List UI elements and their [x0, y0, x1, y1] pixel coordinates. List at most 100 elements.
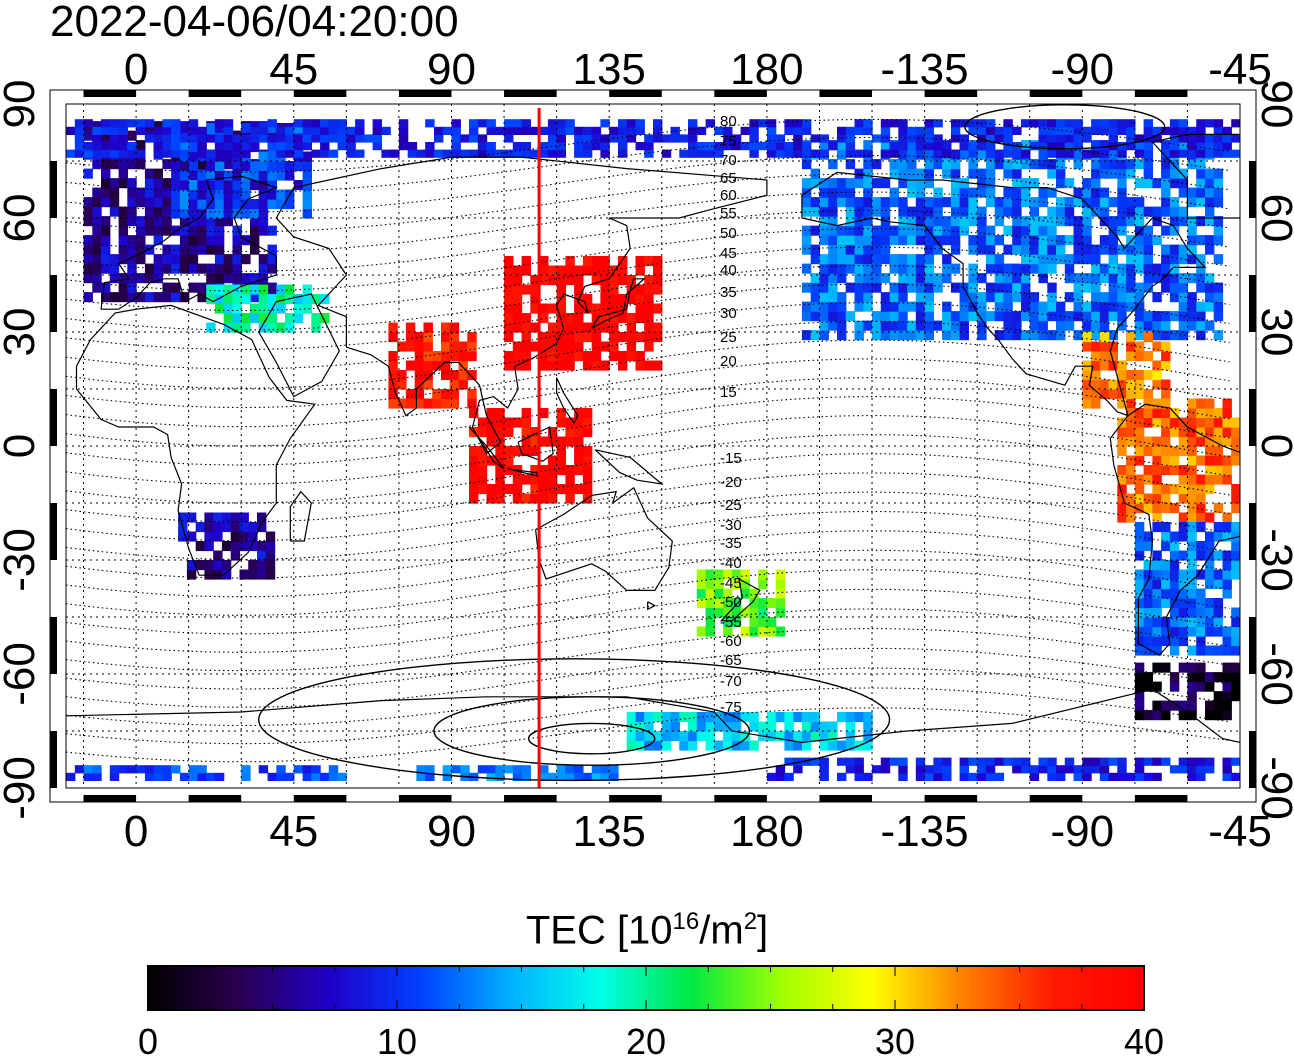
tec-cell: [915, 254, 926, 265]
tec-cell: [880, 126, 891, 135]
tec-cell: [1143, 503, 1153, 514]
tec-cell: [1169, 598, 1180, 609]
tec-cell: [1003, 311, 1013, 322]
tec-cell: [591, 360, 602, 371]
tec-cell: [486, 484, 496, 495]
tec-cell: [889, 254, 899, 265]
tec-cell: [188, 180, 199, 191]
tec-cell: [486, 765, 496, 774]
tec-cell: [285, 161, 295, 172]
tec-cell: [1021, 273, 1031, 284]
tec-cell: [1082, 320, 1092, 331]
tec-cell: [600, 360, 610, 371]
tec-cell: [582, 446, 593, 457]
tec-cell: [644, 149, 654, 158]
tec-cell: [1178, 474, 1189, 485]
tec-cell: [1213, 197, 1224, 208]
tec-cell: [197, 189, 207, 200]
tec-cell: [223, 134, 234, 143]
tec-cell: [495, 446, 505, 457]
tec-cell: [405, 398, 416, 409]
tec-cell: [346, 126, 356, 135]
tec-cell: [144, 225, 155, 236]
tec-cell: [784, 119, 794, 128]
tec-cell: [1108, 119, 1118, 128]
tec-cell: [230, 531, 241, 542]
tec-cell: [775, 626, 786, 637]
tec-cell: [101, 235, 111, 246]
tec-cell: [591, 265, 602, 276]
tec-cell: [1099, 263, 1110, 274]
tec-cell: [547, 465, 558, 476]
tec-cell: [1012, 263, 1022, 274]
tec-cell: [968, 159, 978, 170]
tec-cell: [854, 263, 864, 274]
tec-cell: [1178, 710, 1189, 721]
tec-cell: [1134, 320, 1145, 331]
tec-cell: [1205, 607, 1215, 618]
tec-cell: [276, 199, 286, 210]
tec-cell: [714, 598, 724, 609]
x-tick-label-bottom: 90: [427, 807, 476, 856]
tec-cell: [959, 187, 969, 198]
tec-cell: [1108, 254, 1118, 265]
tec-cell: [539, 332, 549, 343]
tec-cell: [504, 256, 514, 267]
tec-cell: [810, 330, 821, 341]
tec-cell: [1161, 320, 1171, 331]
tec-cell: [810, 244, 821, 255]
tec-cell: [556, 119, 566, 128]
tec-cell: [1126, 244, 1136, 255]
tec-cell: [1029, 301, 1040, 312]
tec-cell: [626, 126, 637, 135]
tec-cell: [1117, 427, 1127, 438]
tec-cell: [1003, 134, 1013, 143]
tec-cell: [127, 130, 137, 141]
tec-cell: [388, 370, 398, 381]
tec-cell: [574, 142, 584, 151]
tec-cell: [1231, 417, 1240, 428]
tec-cell: [432, 398, 442, 409]
tec-cell: [118, 134, 128, 143]
tec-cell: [1222, 636, 1232, 647]
tec-cell: [889, 159, 899, 170]
tec-cell: [766, 598, 777, 609]
tec-cell: [985, 292, 996, 303]
tec-cell: [574, 275, 584, 286]
tec-cell: [486, 427, 496, 438]
tec-cell: [1169, 292, 1180, 303]
tec-cell: [837, 134, 847, 143]
tec-region: [1134, 522, 1240, 656]
coastline-path: [289, 490, 312, 542]
tec-cell: [784, 772, 794, 781]
tec-cell: [845, 311, 856, 322]
x-tick-label-top: 135: [572, 45, 645, 94]
tec-cell: [968, 235, 978, 246]
tec-cell: [968, 301, 978, 312]
tec-cell: [248, 569, 258, 580]
tec-cell: [441, 341, 451, 352]
tec-cell: [1152, 645, 1162, 656]
tec-cell: [223, 294, 234, 305]
coastline-path: [507, 468, 541, 478]
tec-cell: [801, 301, 812, 312]
tec-cell: [994, 206, 1005, 217]
tec-cell: [136, 197, 146, 208]
tec-cell: [276, 149, 286, 158]
tec-cell: [1091, 398, 1101, 409]
tec-cell: [267, 199, 277, 210]
tec-cell: [442, 772, 453, 781]
tec-cell: [889, 119, 899, 128]
tec-cell: [1047, 757, 1057, 766]
tec-cell: [1213, 522, 1224, 533]
tec-cell: [898, 216, 908, 227]
tec-cell: [109, 263, 120, 274]
coastline-path: [75, 304, 316, 576]
tec-cell: [1205, 408, 1215, 419]
tec-cell: [1196, 168, 1206, 179]
tec-cell: [1205, 626, 1215, 637]
tec-cell: [1205, 301, 1215, 312]
tec-cell: [863, 721, 873, 732]
tec-cell: [355, 126, 365, 135]
tec-cell: [582, 332, 593, 343]
